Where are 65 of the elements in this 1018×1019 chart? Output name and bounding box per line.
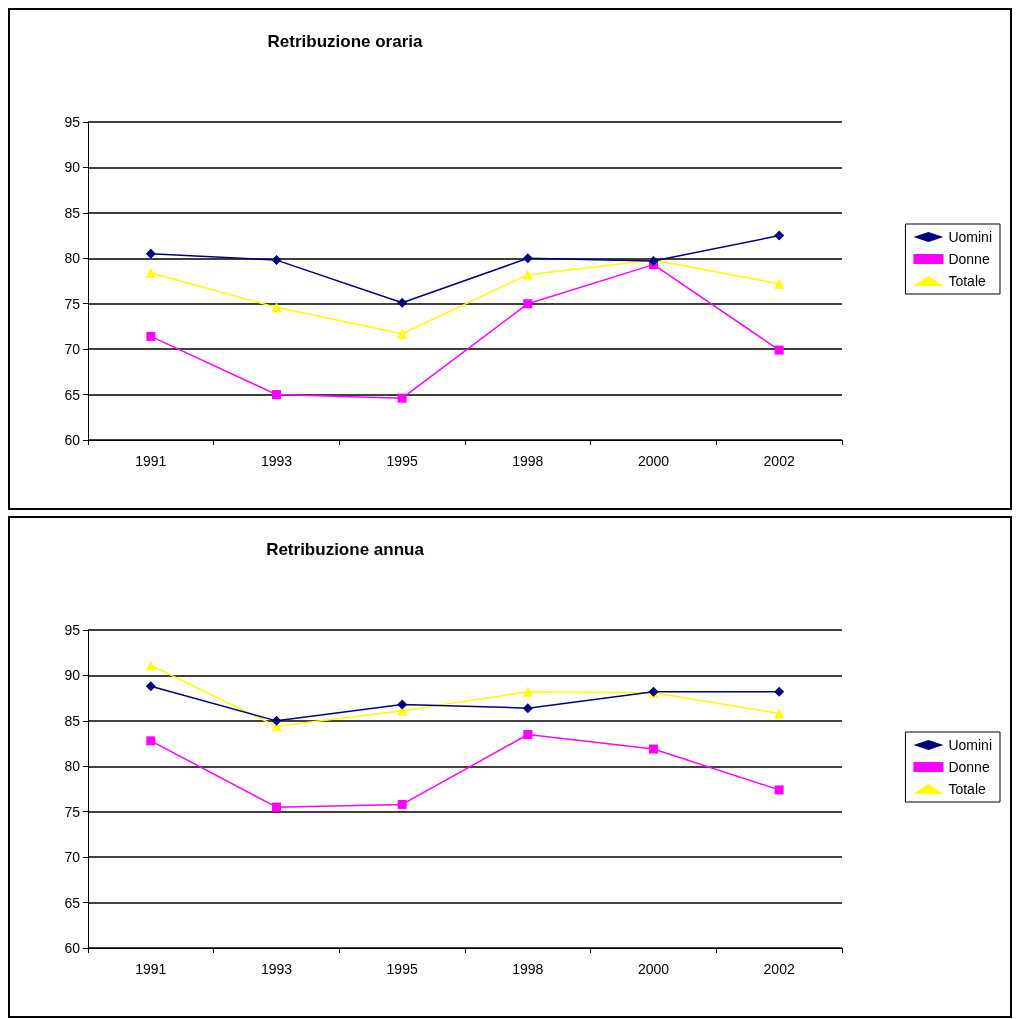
y-tick-label: 70 [64, 341, 81, 358]
x-tick-label: 1991 [135, 453, 167, 469]
point [272, 390, 281, 400]
point [523, 299, 533, 309]
point [774, 230, 785, 241]
point [397, 393, 407, 403]
point [397, 297, 408, 308]
x-tick-label: 2002 [763, 453, 795, 469]
x-tick-label: 2000 [637, 961, 670, 977]
chart-title: Retribuzione oraria [267, 32, 423, 51]
point [523, 729, 533, 739]
x-tick-label: 2002 [763, 961, 795, 977]
legend-label: Totale [948, 781, 987, 797]
point [271, 255, 282, 266]
y-tick-label: 80 [64, 250, 81, 267]
point [774, 785, 784, 795]
point [397, 799, 407, 809]
point [774, 686, 785, 697]
point [272, 802, 281, 812]
point [271, 302, 282, 313]
point [522, 703, 533, 714]
x-tick-label: 1998 [512, 453, 544, 469]
point [522, 253, 533, 264]
x-tick-label: 1998 [512, 961, 544, 977]
y-tick-label: 75 [64, 295, 81, 312]
y-tick-label: 90 [64, 667, 81, 684]
y-tick-label: 65 [64, 894, 81, 911]
x-tick-label: 1995 [386, 453, 418, 469]
y-tick-label: 80 [64, 758, 81, 775]
point [774, 708, 785, 719]
y-tick-label: 65 [64, 386, 81, 403]
legend-label: Donne [948, 759, 990, 775]
y-tick-label: 60 [64, 940, 81, 956]
x-tick-label: 1993 [260, 961, 293, 977]
point [649, 744, 658, 754]
x-tick-label: 1993 [260, 453, 293, 469]
chart-title: Retribuzione annua [266, 540, 425, 559]
y-tick-label: 60 [64, 432, 81, 448]
point [397, 328, 408, 339]
y-tick-label: 95 [64, 114, 81, 130]
y-tick-label: 85 [64, 712, 81, 729]
point [522, 686, 533, 697]
point [146, 331, 156, 341]
point [145, 660, 156, 671]
point [145, 267, 156, 278]
legend-label: Uomini [948, 737, 993, 753]
legend-label: Totale [948, 273, 987, 289]
y-tick-label: 85 [64, 204, 81, 221]
point [145, 248, 156, 259]
point [397, 699, 408, 710]
y-tick-label: 75 [64, 803, 81, 820]
y-tick-label: 95 [64, 622, 81, 638]
x-tick-label: 1991 [135, 961, 167, 977]
point [146, 736, 156, 746]
point [271, 715, 282, 726]
x-tick-label: 1995 [386, 961, 418, 977]
point [522, 269, 533, 280]
legend-label: Uomini [948, 229, 993, 245]
point [145, 681, 156, 692]
y-tick-label: 90 [64, 159, 81, 176]
point [774, 278, 785, 289]
x-tick-label: 2000 [637, 453, 670, 469]
point [774, 345, 784, 355]
legend-label: Donne [948, 251, 990, 267]
y-tick-label: 70 [64, 849, 81, 866]
